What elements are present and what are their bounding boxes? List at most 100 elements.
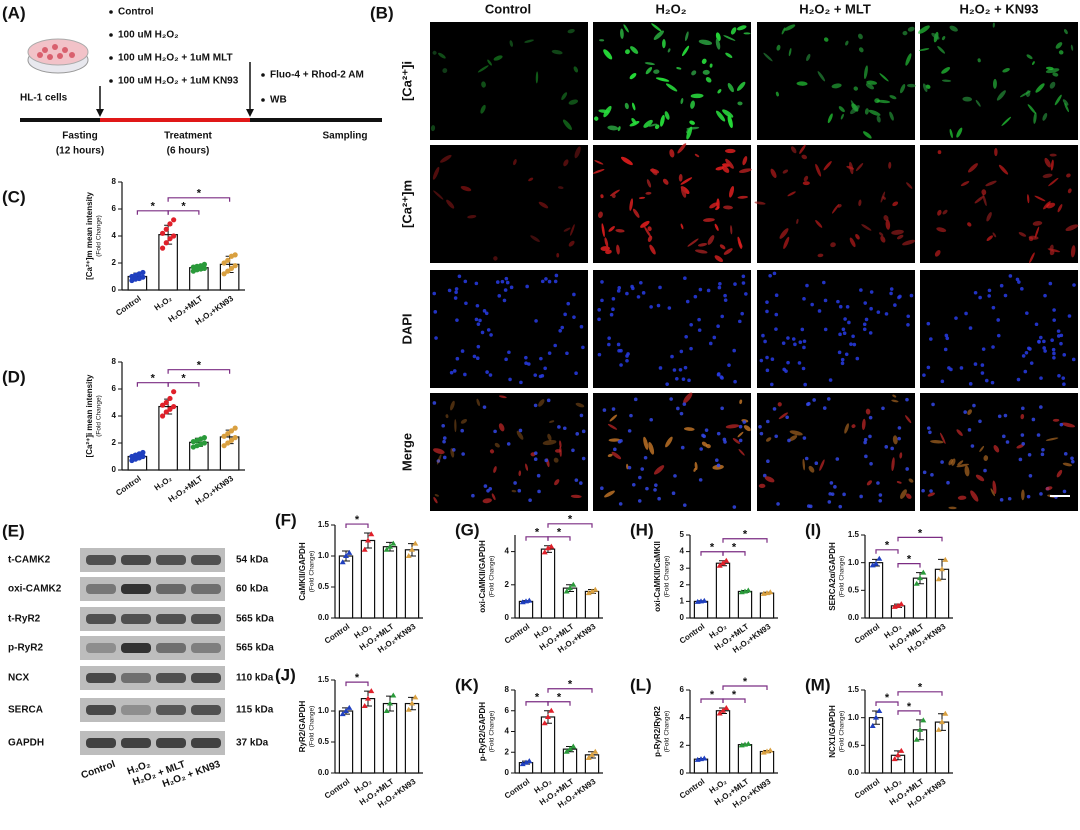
nucleus	[1052, 318, 1056, 322]
blot-band	[191, 673, 221, 683]
nucleus	[681, 377, 686, 381]
cell-signal	[765, 437, 772, 442]
cell-signal	[962, 96, 973, 102]
cell-signal	[654, 124, 660, 130]
panel-label: (G)	[455, 520, 480, 539]
cell-signal	[739, 399, 743, 405]
nucleus	[954, 316, 958, 320]
cell-signal	[689, 120, 695, 125]
cell-signal	[737, 101, 743, 106]
cell-signal	[892, 201, 899, 207]
nucleus	[930, 473, 934, 477]
cell-signal	[554, 479, 560, 486]
nucleus	[645, 486, 649, 491]
cell-signal	[643, 119, 653, 128]
y-tick-label: 6	[112, 384, 117, 393]
cell-signal	[687, 238, 699, 247]
cell-signal	[931, 32, 940, 40]
cell-signal	[723, 35, 736, 41]
band-size: 60 kDa	[236, 584, 269, 595]
nucleus	[1048, 281, 1053, 286]
cell-signal	[808, 465, 815, 473]
nucleus	[807, 401, 811, 406]
nucleus	[683, 276, 687, 281]
nucleus	[806, 504, 811, 508]
row-label: [Ca²⁺]m	[399, 180, 414, 228]
cell-signal	[855, 163, 864, 172]
y-tick-label: 1.5	[848, 530, 860, 539]
cell-signal	[975, 474, 985, 482]
cell-signal	[1054, 94, 1062, 106]
cell-signal	[880, 235, 886, 243]
cell-signal	[796, 218, 799, 224]
cell-signal	[941, 79, 952, 82]
nucleus	[835, 457, 840, 461]
cell-signal	[770, 168, 777, 179]
cell-signal	[554, 449, 562, 453]
data-point	[387, 700, 393, 706]
cell-signal	[607, 423, 618, 430]
blot-band	[86, 643, 116, 653]
significance-bracket	[547, 688, 593, 693]
y-axis-label: CaMKII/GAPDH	[298, 542, 307, 600]
nucleus	[480, 330, 485, 335]
nucleus	[474, 317, 479, 322]
significance-bracket	[167, 369, 231, 374]
nucleus	[829, 481, 834, 485]
nucleus	[453, 296, 458, 300]
nucleus	[1041, 447, 1045, 452]
data-point	[225, 440, 231, 446]
nucleus	[847, 320, 851, 325]
protein-label: NCX	[8, 673, 29, 684]
nucleus	[1062, 382, 1066, 387]
blot-band	[86, 705, 116, 715]
nucleus	[1067, 314, 1072, 318]
y-tick-label: 1.5	[318, 675, 330, 684]
cell-signal	[649, 244, 656, 255]
nucleus	[802, 297, 806, 301]
cell-signal	[690, 100, 695, 109]
cell-signal	[922, 83, 928, 93]
cell-signal	[645, 191, 652, 195]
micrograph	[592, 143, 752, 263]
nucleus	[658, 366, 663, 370]
data-point	[548, 707, 555, 713]
significance-bracket	[875, 701, 899, 707]
x-tick-label: Control	[503, 622, 531, 646]
cell-signal	[802, 181, 810, 186]
nucleus	[999, 498, 1004, 502]
nucleus	[802, 436, 807, 440]
nucleus	[1052, 308, 1056, 312]
cell-signal	[891, 457, 895, 471]
nucleus	[922, 373, 926, 377]
cell-signal	[964, 465, 970, 477]
blot-band	[86, 584, 116, 594]
bar	[715, 710, 731, 774]
nucleus	[1037, 339, 1041, 344]
blot-band	[86, 614, 116, 624]
y-axis-label: SERCA2α/GAPDH	[828, 542, 837, 611]
cell-signal	[743, 32, 751, 35]
cell-signal	[1062, 462, 1073, 467]
cell-signal	[885, 219, 891, 230]
significance-bracket	[875, 549, 899, 554]
cell-signal	[1034, 195, 1046, 202]
data-point	[891, 756, 898, 762]
y-tick-label: 1.0	[848, 713, 860, 722]
nucleus	[928, 430, 932, 435]
nucleus	[787, 438, 791, 443]
nucleus	[864, 317, 869, 322]
cell-signal	[594, 116, 599, 121]
nucleus	[1039, 376, 1043, 380]
nucleus	[869, 306, 873, 311]
nucleus	[983, 468, 987, 473]
cell-signal	[1002, 68, 1010, 73]
nucleus	[497, 294, 502, 298]
cell-signal	[430, 125, 436, 132]
x-tick-label: Control	[323, 777, 351, 801]
bar	[584, 590, 600, 619]
cell-signal	[575, 402, 585, 408]
significance-bracket	[897, 563, 921, 568]
cell-signal	[905, 53, 912, 66]
nucleus	[797, 361, 802, 365]
